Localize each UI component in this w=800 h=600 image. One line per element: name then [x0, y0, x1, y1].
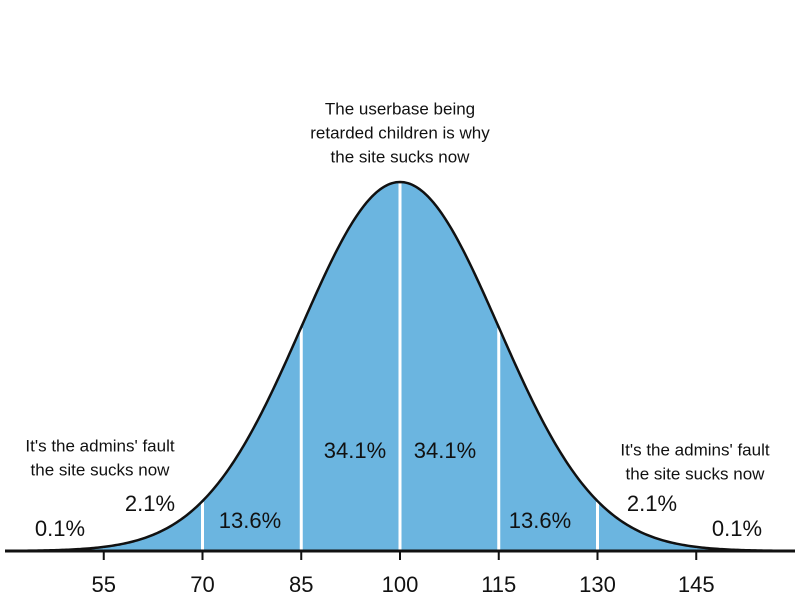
region	[597, 501, 697, 551]
curve-outline	[4, 180, 796, 553]
x-tick-label: 70	[190, 572, 214, 597]
annotation: It's the admins' fault	[620, 440, 769, 459]
region-label: 0.1%	[712, 516, 762, 541]
region-label: 34.1%	[324, 438, 386, 463]
region-label: 2.1%	[627, 491, 677, 516]
x-tick-label: 85	[289, 572, 313, 597]
x-tick-label: 145	[678, 572, 715, 597]
region-label: 13.6%	[219, 508, 281, 533]
region-label: 0.1%	[35, 516, 85, 541]
x-tick-label: 130	[579, 572, 616, 597]
region	[103, 501, 203, 551]
annotation: the site sucks now	[331, 147, 471, 166]
annotation: retarded children is why	[310, 123, 490, 142]
annotation: the site sucks now	[31, 460, 171, 479]
region	[301, 182, 400, 551]
x-tick-label: 55	[92, 572, 116, 597]
region	[400, 182, 499, 551]
annotation: It's the admins' fault	[25, 436, 174, 455]
x-tick-label: 115	[481, 572, 516, 597]
region-label: 2.1%	[125, 491, 175, 516]
region-label: 34.1%	[414, 438, 476, 463]
annotation: The userbase being	[325, 99, 475, 118]
annotation: the site sucks now	[626, 464, 766, 483]
region-label: 13.6%	[509, 508, 571, 533]
x-tick-label: 100	[382, 572, 419, 597]
